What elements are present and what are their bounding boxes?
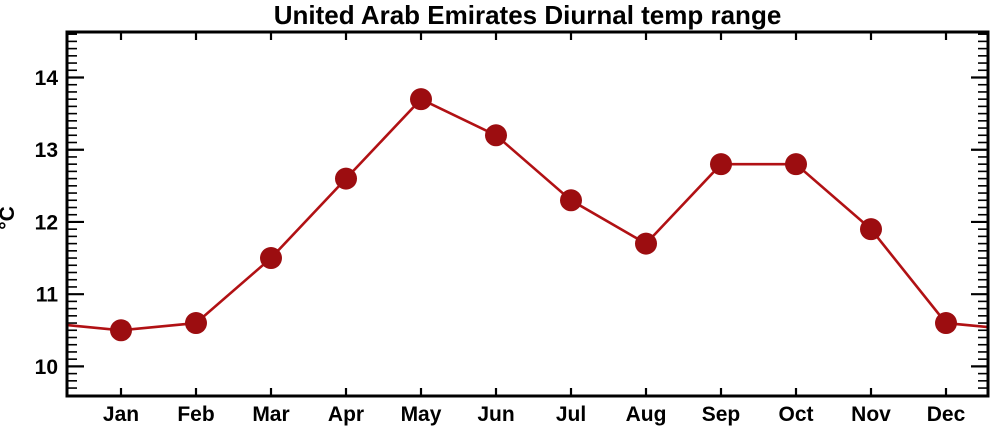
x-axis-month-label: Jul	[556, 403, 586, 426]
x-axis-month-label: Aug	[626, 403, 667, 426]
x-axis-month-label: Jun	[477, 403, 514, 426]
x-axis-month-label: Mar	[252, 403, 289, 426]
y-axis-tick-label: 10	[35, 356, 58, 379]
x-axis-month-label: Oct	[778, 403, 813, 426]
data-point-marker-Jun	[485, 124, 507, 147]
x-axis-month-label: Nov	[851, 403, 891, 426]
data-point-marker-Mar	[260, 247, 282, 270]
x-axis-month-label: Feb	[177, 403, 214, 426]
temp-range-line	[66, 97, 989, 332]
x-axis-month-label: Dec	[927, 403, 966, 426]
data-point-marker-Dec	[935, 312, 957, 335]
x-axis-month-label: Apr	[328, 403, 364, 426]
plot-frame	[65, 30, 990, 398]
data-point-marker-Oct	[785, 153, 807, 176]
data-point-marker-Sep	[710, 153, 732, 176]
data-point-marker-Jul	[560, 189, 582, 212]
y-axis-tick-label: 13	[35, 139, 58, 162]
x-axis-month-label: Jan	[103, 403, 139, 426]
data-point-marker-Jan	[110, 319, 132, 342]
data-point-marker-Nov	[860, 218, 882, 241]
x-axis-month-label: Sep	[702, 403, 741, 426]
y-axis-tick-label: 14	[35, 67, 59, 90]
data-point-marker-Feb	[185, 312, 207, 335]
y-axis-tick-label: 12	[35, 211, 58, 234]
y-axis-label: °C	[0, 206, 19, 230]
data-point-marker-Apr	[335, 167, 357, 190]
data-point-marker-Aug	[635, 232, 657, 255]
y-axis-tick-label: 11	[36, 284, 59, 307]
data-point-marker-May	[410, 88, 432, 111]
x-axis-month-label: May	[401, 403, 442, 426]
chart-title: United Arab Emirates Diurnal temp range	[273, 0, 782, 30]
